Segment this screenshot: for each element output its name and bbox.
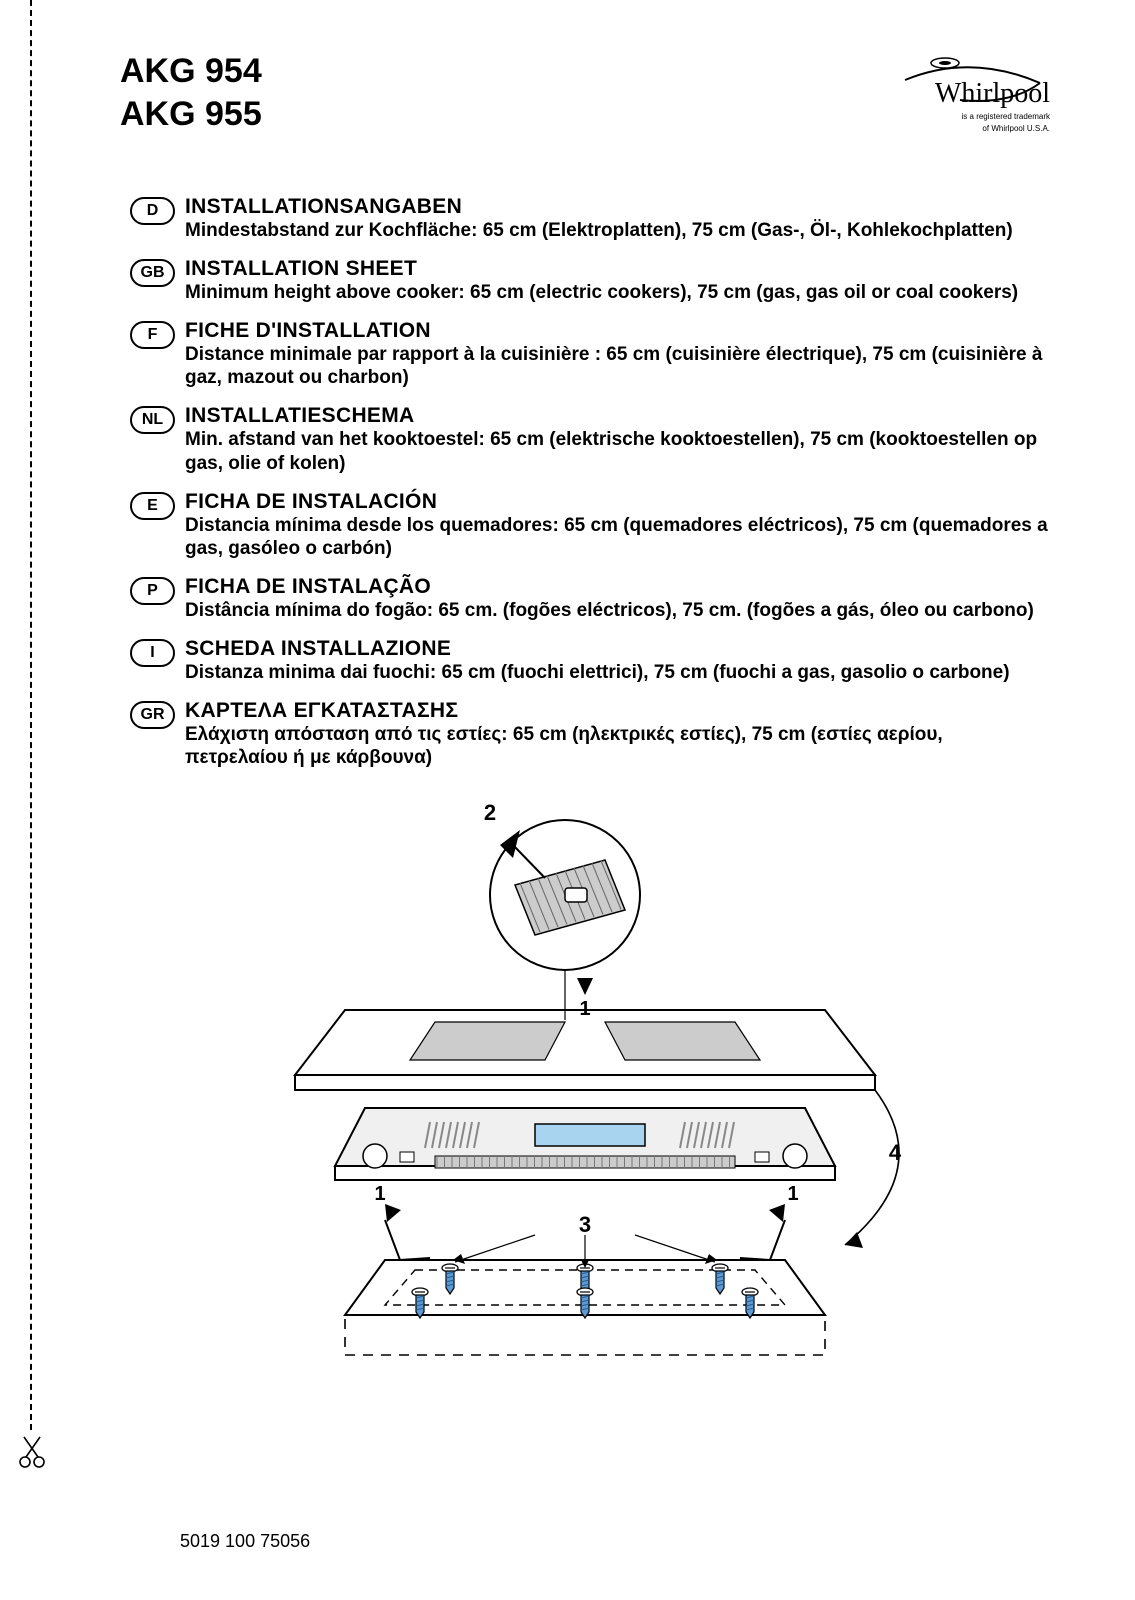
cut-line bbox=[30, 0, 32, 1430]
lang-row: E FICHA DE INSTALACIÓN Distancia mínima … bbox=[130, 490, 1050, 562]
lang-body: Min. afstand van het kooktoestel: 65 cm … bbox=[185, 428, 1050, 476]
lang-text: INSTALLATION SHEET Minimum height above … bbox=[185, 257, 1050, 305]
lang-text: INSTALLATIONSANGABEN Mindestabstand zur … bbox=[185, 195, 1050, 243]
lang-title: ΚΑΡΤΕΛΑ ΕΓΚΑΤΑΣΤΑΣΗΣ bbox=[185, 699, 1050, 723]
brand-logo: Whirlpool is a registered trademark of W… bbox=[890, 55, 1050, 133]
lang-title: FICHA DE INSTALAÇÃO bbox=[185, 575, 1050, 599]
installation-figure: 2 1 4 1 1 3 bbox=[120, 790, 1050, 1375]
logo-text: Whirlpool bbox=[890, 78, 1050, 110]
lang-body: Mindestabstand zur Kochfläche: 65 cm (El… bbox=[185, 219, 1050, 243]
lang-code-badge: P bbox=[130, 577, 175, 605]
svg-text:3: 3 bbox=[579, 1212, 591, 1237]
lang-text: INSTALLATIESCHEMA Min. afstand van het k… bbox=[185, 404, 1050, 476]
model-1: AKG 954 bbox=[120, 50, 262, 93]
lang-title: INSTALLATIESCHEMA bbox=[185, 404, 1050, 428]
svg-text:1: 1 bbox=[787, 1183, 798, 1205]
trademark-line-2: of Whirlpool U.S.A. bbox=[890, 124, 1050, 134]
lang-title: FICHE D'INSTALLATION bbox=[185, 319, 1050, 343]
lang-row: D INSTALLATIONSANGABEN Mindestabstand zu… bbox=[130, 195, 1050, 243]
lang-row: NL INSTALLATIESCHEMA Min. afstand van he… bbox=[130, 404, 1050, 476]
lang-text: FICHA DE INSTALAÇÃO Distância mínima do … bbox=[185, 575, 1050, 623]
lang-body: Distanza minima dai fuochi: 65 cm (fuoch… bbox=[185, 661, 1050, 685]
lang-text: SCHEDA INSTALLAZIONE Distanza minima dai… bbox=[185, 637, 1050, 685]
lang-body: Distance minimale par rapport à la cuisi… bbox=[185, 343, 1050, 391]
lang-code-badge: F bbox=[130, 321, 175, 349]
lang-body: Ελάχιστη απόσταση από τις εστίες: 65 cm … bbox=[185, 723, 1050, 771]
lang-row: GR ΚΑΡΤΕΛΑ ΕΓΚΑΤΑΣΤΑΣΗΣ Ελάχιστη απόστασ… bbox=[130, 699, 1050, 771]
lang-title: FICHA DE INSTALACIÓN bbox=[185, 490, 1050, 514]
lang-body: Minimum height above cooker: 65 cm (elec… bbox=[185, 281, 1050, 305]
trademark-line-1: is a registered trademark bbox=[890, 112, 1050, 122]
svg-text:4: 4 bbox=[889, 1140, 902, 1165]
lang-body: Distância mínima do fogão: 65 cm. (fogõe… bbox=[185, 599, 1050, 623]
scissors-icon bbox=[18, 1435, 46, 1476]
lang-code-badge: I bbox=[130, 639, 175, 667]
page: AKG 954 AKG 955 Whirlpool is a registere… bbox=[60, 0, 1090, 1600]
lang-title: INSTALLATION SHEET bbox=[185, 257, 1050, 281]
svg-text:1: 1 bbox=[579, 998, 590, 1020]
lang-row: P FICHA DE INSTALAÇÃO Distância mínima d… bbox=[130, 575, 1050, 623]
lang-code-badge: D bbox=[130, 197, 175, 225]
lang-row: I SCHEDA INSTALLAZIONE Distanza minima d… bbox=[130, 637, 1050, 685]
lang-row: F FICHE D'INSTALLATION Distance minimale… bbox=[130, 319, 1050, 391]
svg-text:2: 2 bbox=[484, 800, 496, 825]
lang-title: SCHEDA INSTALLAZIONE bbox=[185, 637, 1050, 661]
lang-title: INSTALLATIONSANGABEN bbox=[185, 195, 1050, 219]
part-number: 5019 100 75056 bbox=[180, 1531, 310, 1552]
svg-text:1: 1 bbox=[374, 1183, 385, 1205]
lang-text: FICHE D'INSTALLATION Distance minimale p… bbox=[185, 319, 1050, 391]
lang-text: FICHA DE INSTALACIÓN Distancia mínima de… bbox=[185, 490, 1050, 562]
header: AKG 954 AKG 955 Whirlpool is a registere… bbox=[120, 50, 1050, 135]
lang-code-badge: NL bbox=[130, 406, 175, 434]
model-titles: AKG 954 AKG 955 bbox=[120, 50, 262, 135]
lang-text: ΚΑΡΤΕΛΑ ΕΓΚΑΤΑΣΤΑΣΗΣ Ελάχιστη απόσταση α… bbox=[185, 699, 1050, 771]
lang-body: Distancia mínima desde los quemadores: 6… bbox=[185, 514, 1050, 562]
lang-code-badge: E bbox=[130, 492, 175, 520]
lang-code-badge: GR bbox=[130, 701, 175, 729]
lang-row: GB INSTALLATION SHEET Minimum height abo… bbox=[130, 257, 1050, 305]
hood-diagram-icon: 2 1 4 1 1 3 bbox=[235, 790, 935, 1370]
language-list: D INSTALLATIONSANGABEN Mindestabstand zu… bbox=[130, 195, 1050, 770]
model-2: AKG 955 bbox=[120, 93, 262, 136]
lang-code-badge: GB bbox=[130, 259, 175, 287]
